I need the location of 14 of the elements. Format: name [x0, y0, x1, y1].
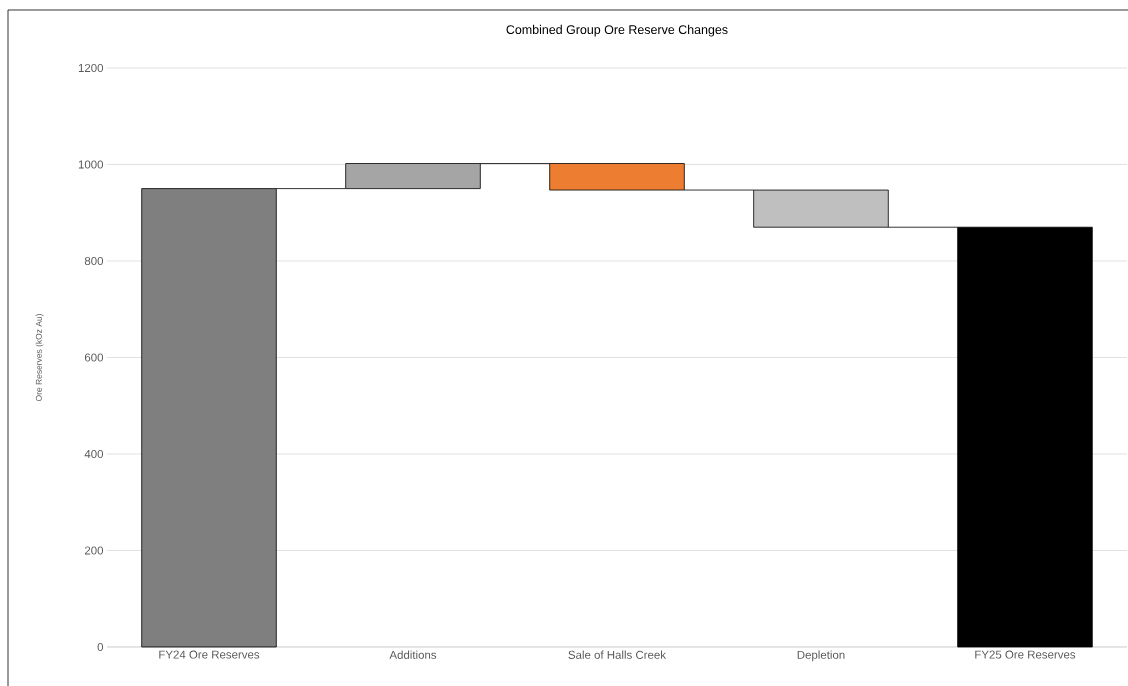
x-tick-label: Additions: [389, 650, 437, 659]
chart-title: Combined Group Ore Reserve Changes: [506, 24, 728, 37]
x-tick-label: Sale of Halls Creek: [568, 650, 667, 659]
y-tick-label: 400: [84, 449, 104, 459]
y-tick-label: 0: [97, 642, 104, 652]
y-tick-label: 1000: [78, 160, 104, 169]
y-tick-label: 800: [84, 256, 104, 266]
y-axis-title: Ore Reserves (kOz Au): [35, 314, 44, 402]
y-tick-label: 200: [84, 546, 104, 555]
y-tick-label: 600: [84, 353, 104, 362]
x-tick-label: FY25 Ore Reserves: [975, 650, 1076, 659]
y-tick-label: 1200: [78, 63, 104, 73]
x-tick-label: Depletion: [797, 650, 845, 662]
x-tick-label: FY24 Ore Reserves: [159, 650, 260, 659]
